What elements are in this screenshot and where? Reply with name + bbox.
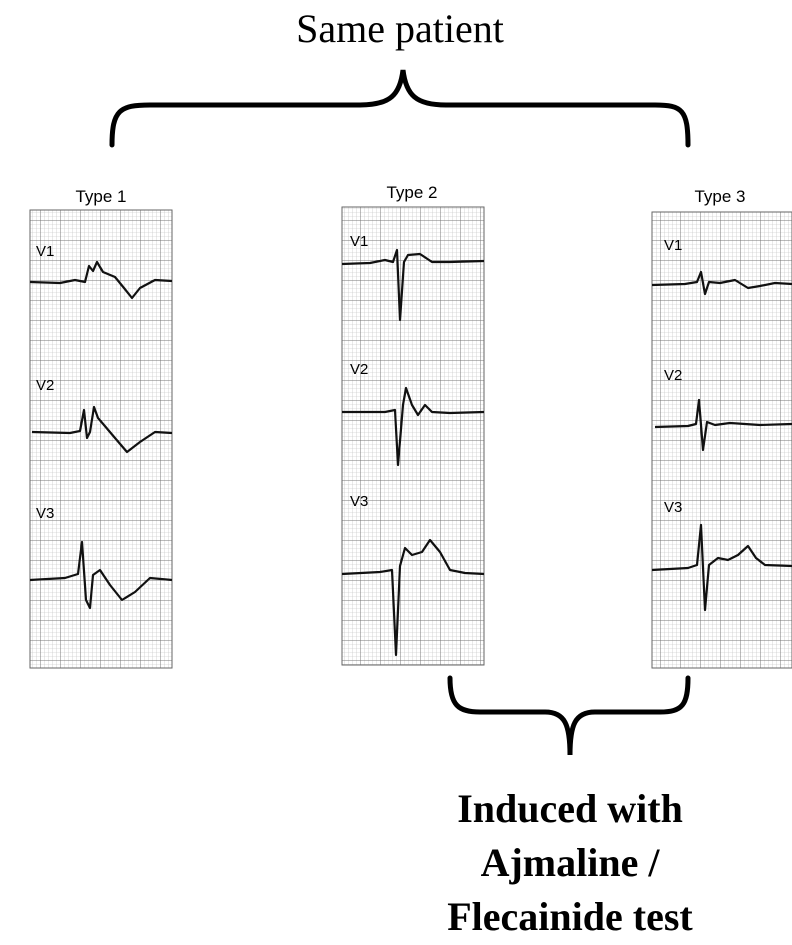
lead-label: V1 (350, 233, 368, 250)
panel-label: Type 1 (75, 187, 126, 206)
top-brace (112, 70, 688, 145)
ecg-grid (652, 212, 792, 668)
footer-line: Ajmaline / (481, 840, 661, 885)
ecg-grid (30, 210, 172, 668)
diagram: Same patient Type 1 V1 V2 V3 Type 2 V1 V… (0, 0, 792, 945)
lead-label: V1 (664, 237, 682, 254)
lead-label: V1 (36, 243, 54, 260)
panel-label: Type 3 (694, 187, 745, 206)
lead-label: V2 (36, 377, 54, 394)
footer-line: Flecainide test (447, 894, 693, 939)
panel-label: Type 2 (386, 183, 437, 202)
ecg-grid (342, 207, 484, 665)
footer-line: Induced with (457, 786, 683, 831)
lead-label: V3 (350, 493, 368, 510)
page: {"title": "Same patient", "panels": [ {"… (0, 0, 792, 945)
lead-label: V3 (664, 499, 682, 516)
lead-label: V2 (350, 361, 368, 378)
bottom-brace (450, 678, 688, 755)
lead-label: V3 (36, 505, 54, 522)
title: Same patient (296, 6, 504, 51)
lead-label: V2 (664, 367, 682, 384)
